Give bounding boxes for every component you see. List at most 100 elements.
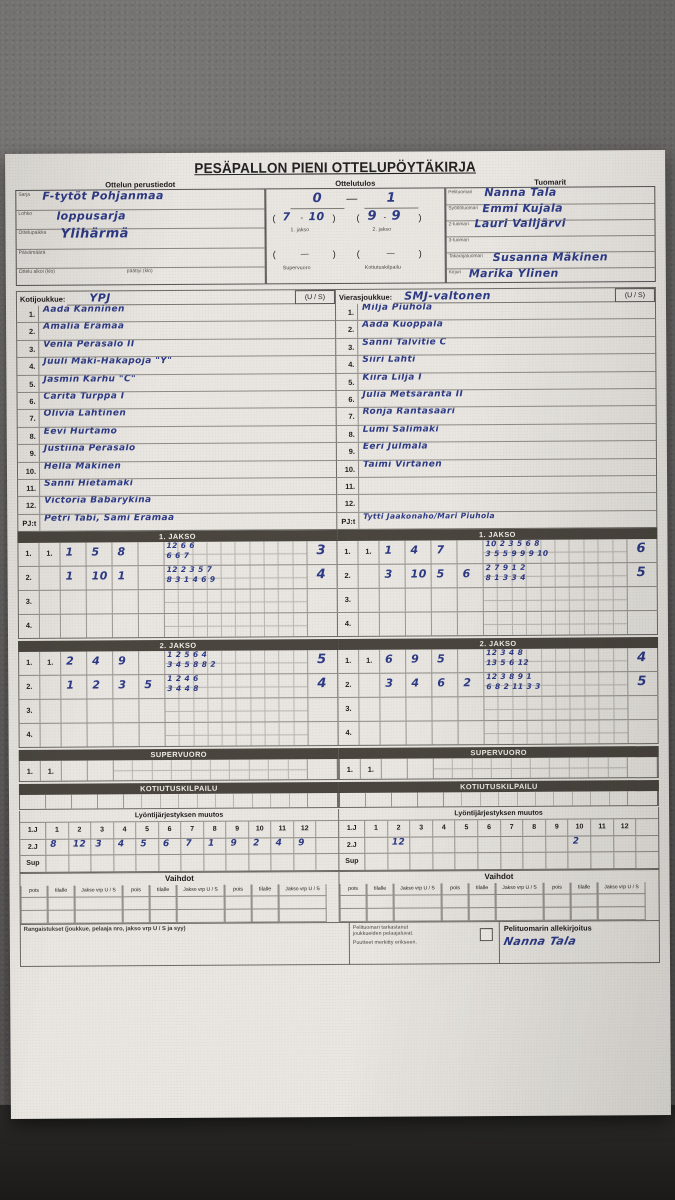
run-cell[interactable]: [138, 566, 165, 590]
subs-cell[interactable]: [224, 896, 252, 910]
run-cell[interactable]: [406, 721, 433, 745]
p1-home-score[interactable]: 7: [282, 210, 291, 224]
run-cell[interactable]: 5: [86, 542, 113, 566]
run-cell[interactable]: [405, 612, 433, 636]
run-cell[interactable]: [458, 697, 485, 721]
batting-order-cell[interactable]: [614, 852, 637, 868]
batting-order-cell[interactable]: [410, 853, 434, 870]
player-row[interactable]: 4. Juuli Mäki-Hakapoja "Y": [16, 356, 337, 376]
subs-cell[interactable]: [468, 907, 496, 921]
referee-kirjuri[interactable]: Kirjuri Marika Ylinen: [447, 267, 655, 284]
home-team-name-field[interactable]: YPJ: [67, 290, 295, 306]
inning-total[interactable]: [628, 696, 659, 720]
batting-order-cell[interactable]: [433, 853, 456, 870]
scoring-row[interactable]: 3.: [17, 589, 338, 616]
run-cell[interactable]: 10: [405, 564, 432, 588]
scoring-row[interactable]: 4.: [17, 613, 339, 640]
run-cell[interactable]: 9: [113, 651, 140, 675]
run-cell[interactable]: 5: [431, 564, 458, 588]
run-cell[interactable]: [139, 723, 166, 747]
batting-order-cell[interactable]: [68, 855, 92, 872]
subs-cell[interactable]: [495, 907, 544, 921]
player-row[interactable]: 6. Julia Metsäranta II: [336, 389, 657, 409]
batting-order-cell[interactable]: 12: [293, 821, 317, 837]
scoring-row[interactable]: 3.: [338, 696, 659, 723]
inning-total[interactable]: [307, 589, 338, 613]
player-row[interactable]: 5. Kiira Lilja I: [336, 371, 657, 391]
run-cell[interactable]: [457, 612, 485, 636]
inning-total[interactable]: 5: [308, 650, 339, 674]
batting-order-cell[interactable]: [591, 835, 615, 852]
run-cell[interactable]: [458, 721, 485, 745]
subs-cell[interactable]: [339, 895, 367, 909]
batting-order-cell[interactable]: [46, 855, 69, 872]
run-cell[interactable]: 4: [406, 673, 433, 697]
batting-order-cell[interactable]: [271, 854, 295, 870]
verify-checkbox[interactable]: [479, 927, 493, 941]
run-cell[interactable]: [112, 614, 140, 638]
run-cell[interactable]: [379, 588, 406, 612]
batting-order-cell[interactable]: 11: [271, 821, 295, 837]
away-coach-row[interactable]: PJ:t Tytti Jaakonaho/Mari Piuhola: [337, 510, 658, 531]
player-row[interactable]: 7. Olivia Lahtinen: [16, 408, 337, 428]
subs-cell[interactable]: [570, 906, 598, 921]
batting-order-cell[interactable]: 12: [68, 839, 92, 855]
field-ottelu-alkoi[interactable]: Ottelu alkoi (klo) päättyi (klo): [17, 266, 265, 287]
advance-grid[interactable]: [164, 613, 309, 638]
run-cell[interactable]: [431, 612, 459, 636]
run-cell[interactable]: [379, 612, 407, 636]
player-row[interactable]: 2. Amalia Erämaa: [16, 321, 337, 341]
player-row[interactable]: 10. Hella Mäkinen: [16, 460, 338, 480]
player-row[interactable]: 3. Sanni Talvitie C: [336, 336, 657, 357]
batting-order-cell[interactable]: 8: [203, 821, 227, 838]
batting-order-cell[interactable]: [365, 837, 388, 853]
batting-order-cell[interactable]: 5: [136, 838, 159, 855]
run-cell[interactable]: 1: [379, 540, 406, 564]
kotiutus-value[interactable]: —: [386, 248, 395, 258]
away-periods-won[interactable]: 1: [364, 190, 419, 209]
away-kotiutus-row[interactable]: [338, 791, 660, 809]
run-cell[interactable]: [86, 614, 114, 638]
away-supervuoro-row[interactable]: 1. 1.: [338, 757, 659, 781]
batting-order-cell[interactable]: [181, 854, 205, 871]
advance-grid[interactable]: [164, 589, 308, 614]
player-row[interactable]: 9. Eeri Julmala: [336, 441, 657, 461]
home-supervuoro-row[interactable]: 1. 1.: [18, 759, 339, 783]
advance-grid[interactable]: [165, 698, 309, 723]
subs-cell[interactable]: [278, 895, 327, 909]
subs-cell[interactable]: [495, 894, 544, 908]
run-cell[interactable]: [61, 723, 88, 747]
run-cell[interactable]: [61, 699, 88, 723]
inning-total[interactable]: [628, 720, 659, 744]
batting-order-cell[interactable]: [410, 837, 434, 853]
run-cell[interactable]: [457, 540, 484, 564]
batting-order-cell[interactable]: [249, 854, 272, 871]
subs-cell[interactable]: [122, 909, 150, 923]
inning-total[interactable]: [307, 613, 339, 637]
subs-cell[interactable]: [393, 907, 442, 922]
run-cell[interactable]: 1: [60, 566, 87, 590]
player-row[interactable]: 8. Lumi Salimäki: [336, 423, 657, 444]
subs-cell[interactable]: [366, 895, 394, 909]
p2-home-score[interactable]: 9: [367, 208, 377, 224]
run-cell[interactable]: [139, 699, 166, 723]
run-cell[interactable]: [138, 542, 165, 566]
batting-order-cell[interactable]: [226, 854, 250, 871]
batting-order-cell[interactable]: [455, 836, 479, 853]
batting-order-cell[interactable]: 7: [500, 819, 524, 836]
batting-order-cell[interactable]: 12: [613, 819, 637, 835]
run-cell[interactable]: [458, 649, 485, 673]
player-row[interactable]: 6. Carita Turppa I: [16, 390, 337, 411]
advance-grid[interactable]: [165, 722, 309, 747]
batting-order-cell[interactable]: 1: [46, 822, 69, 839]
batting-order-row[interactable]: 2.J 8 12 3 4 5 6 7 1 9 2 4 9: [20, 836, 339, 856]
batting-order-cell[interactable]: 9: [294, 837, 317, 854]
run-cell[interactable]: [87, 699, 114, 723]
batting-order-cell[interactable]: 6: [158, 822, 182, 838]
run-cell[interactable]: 3: [380, 673, 407, 697]
batting-order-cell[interactable]: [113, 855, 137, 871]
